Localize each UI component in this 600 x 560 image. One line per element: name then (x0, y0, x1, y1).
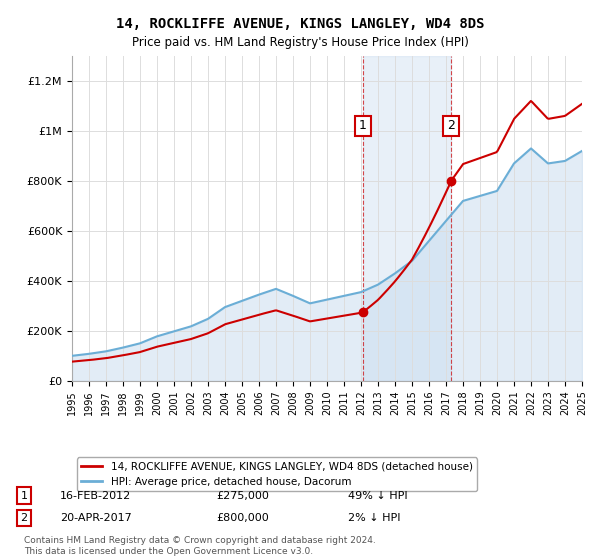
Text: 2% ↓ HPI: 2% ↓ HPI (348, 513, 401, 523)
Text: £275,000: £275,000 (216, 491, 269, 501)
Text: Price paid vs. HM Land Registry's House Price Index (HPI): Price paid vs. HM Land Registry's House … (131, 36, 469, 49)
Text: 1: 1 (20, 491, 28, 501)
Text: 16-FEB-2012: 16-FEB-2012 (60, 491, 131, 501)
Text: 1: 1 (359, 119, 367, 133)
Text: 2: 2 (20, 513, 28, 523)
Text: £800,000: £800,000 (216, 513, 269, 523)
Text: 49% ↓ HPI: 49% ↓ HPI (348, 491, 407, 501)
Legend: 14, ROCKLIFFE AVENUE, KINGS LANGLEY, WD4 8DS (detached house), HPI: Average pric: 14, ROCKLIFFE AVENUE, KINGS LANGLEY, WD4… (77, 458, 477, 491)
Text: Contains HM Land Registry data © Crown copyright and database right 2024.
This d: Contains HM Land Registry data © Crown c… (24, 536, 376, 556)
Text: 2: 2 (447, 119, 455, 133)
Bar (363, 56, 451, 381)
Text: 14, ROCKLIFFE AVENUE, KINGS LANGLEY, WD4 8DS: 14, ROCKLIFFE AVENUE, KINGS LANGLEY, WD4… (116, 17, 484, 31)
Text: 20-APR-2017: 20-APR-2017 (60, 513, 132, 523)
